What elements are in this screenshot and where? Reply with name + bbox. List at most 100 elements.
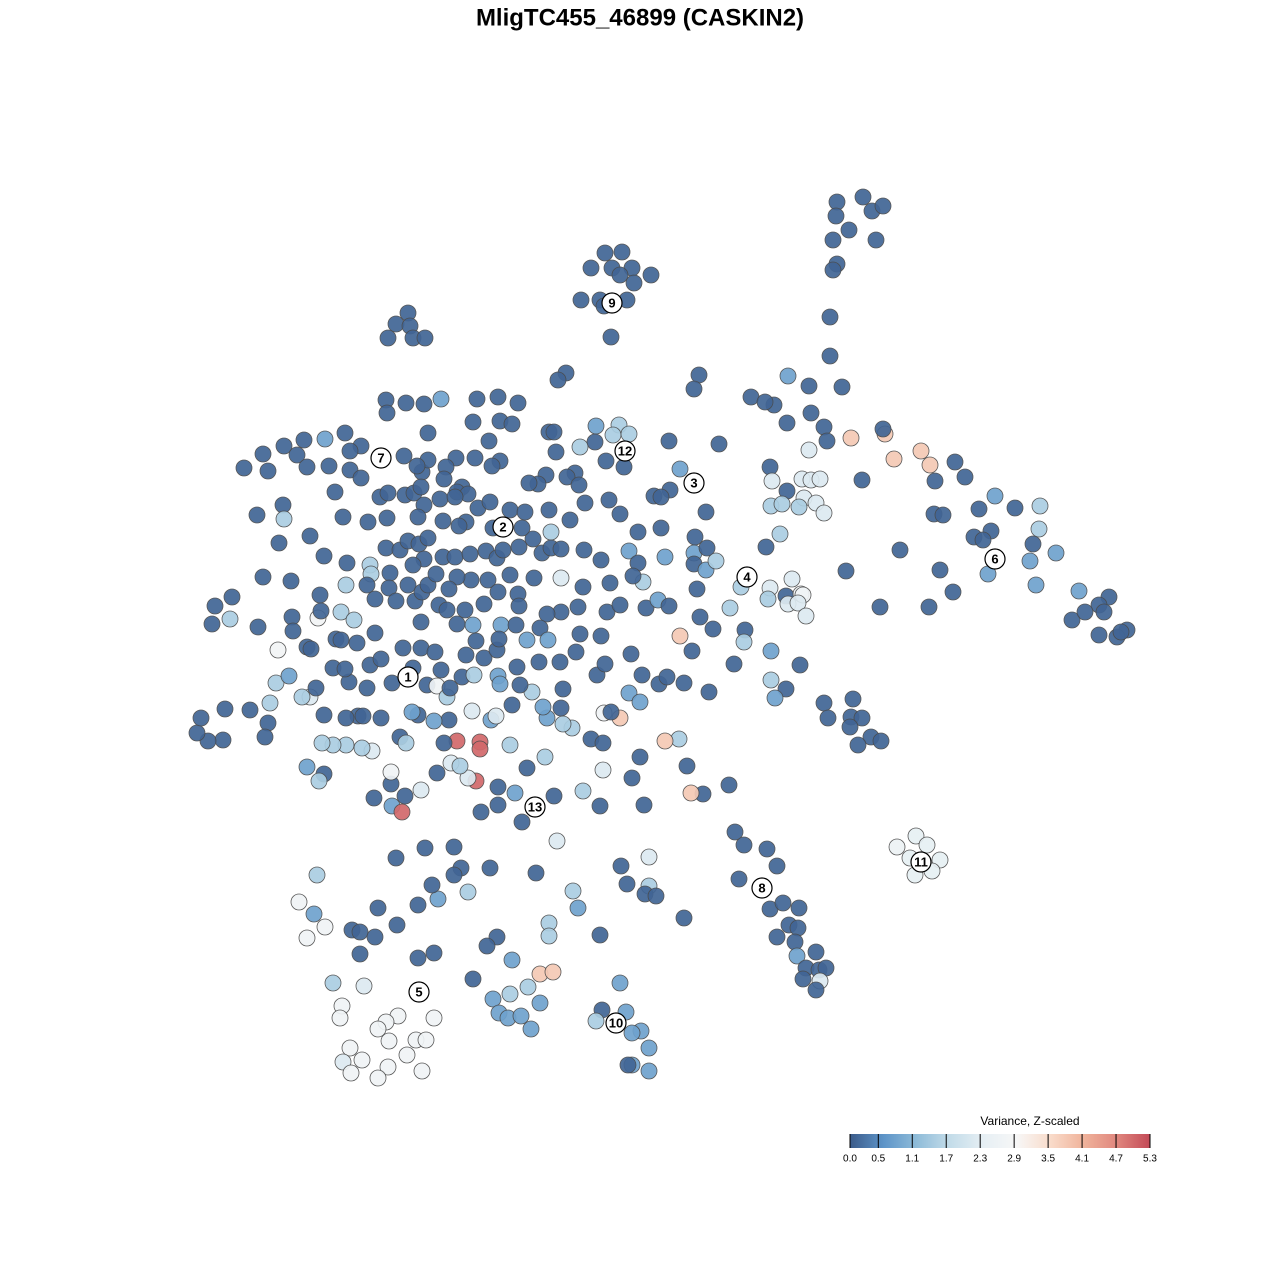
- cluster-label: 11: [914, 854, 928, 869]
- point: [1031, 497, 1049, 515]
- point: [797, 607, 815, 625]
- point: [548, 832, 566, 850]
- point: [840, 221, 858, 239]
- point: [800, 441, 818, 459]
- point: [428, 764, 446, 782]
- point: [459, 769, 477, 787]
- point: [501, 985, 519, 1003]
- point: [465, 666, 483, 684]
- point: [569, 899, 587, 917]
- point: [540, 501, 558, 519]
- point: [446, 548, 464, 566]
- point: [311, 586, 329, 604]
- point: [725, 655, 743, 673]
- point: [492, 616, 510, 634]
- point: [678, 757, 696, 775]
- point: [531, 619, 549, 637]
- point: [380, 579, 398, 597]
- point: [757, 538, 775, 556]
- point: [730, 870, 748, 888]
- point: [587, 1012, 605, 1030]
- point: [519, 978, 537, 996]
- point: [254, 568, 272, 586]
- point: [698, 539, 716, 557]
- cluster-marker: [370, 447, 392, 469]
- point: [631, 748, 649, 766]
- colorbar-tick-label: 5.3: [1143, 1154, 1157, 1165]
- point: [682, 784, 700, 802]
- point: [326, 483, 344, 501]
- point: [853, 709, 871, 727]
- point: [351, 945, 369, 963]
- point: [837, 562, 855, 580]
- point: [426, 643, 444, 661]
- point: [378, 404, 396, 422]
- point: [259, 462, 277, 480]
- colorbar-tick-label: 2.9: [1007, 1154, 1021, 1165]
- point: [542, 523, 560, 541]
- point: [824, 261, 842, 279]
- cluster-marker: [408, 981, 430, 1003]
- point: [944, 583, 962, 601]
- point: [214, 731, 232, 749]
- point: [872, 732, 890, 750]
- point: [611, 974, 629, 992]
- point: [1070, 582, 1088, 600]
- point: [298, 758, 316, 776]
- point: [188, 724, 206, 742]
- point: [596, 244, 614, 262]
- point: [946, 453, 964, 471]
- point: [489, 583, 507, 601]
- colorbar-tick-label: 0.5: [871, 1154, 885, 1165]
- point: [611, 266, 629, 284]
- point: [652, 488, 670, 506]
- cluster-marker: [524, 796, 546, 818]
- point: [625, 274, 643, 292]
- point: [332, 603, 350, 621]
- point: [506, 784, 524, 802]
- point: [398, 1046, 416, 1064]
- point: [576, 494, 594, 512]
- point: [302, 640, 320, 658]
- point: [459, 883, 477, 901]
- point: [811, 470, 829, 488]
- point: [366, 590, 384, 608]
- point: [854, 188, 872, 206]
- point: [425, 1009, 443, 1027]
- cluster-marker: [683, 472, 705, 494]
- point: [254, 445, 272, 463]
- point: [503, 696, 521, 714]
- point: [223, 588, 241, 606]
- point: [416, 839, 434, 857]
- point: [387, 592, 405, 610]
- point: [513, 519, 531, 537]
- point: [336, 660, 354, 678]
- point: [791, 656, 809, 674]
- point: [1063, 611, 1081, 629]
- point: [833, 378, 851, 396]
- point: [631, 693, 649, 711]
- point: [552, 569, 570, 587]
- point: [1047, 544, 1065, 562]
- point: [288, 446, 306, 464]
- point: [478, 937, 496, 955]
- point: [656, 732, 674, 750]
- point: [921, 456, 939, 474]
- point: [790, 899, 808, 917]
- point: [471, 740, 489, 758]
- point: [516, 503, 534, 521]
- point: [377, 539, 395, 557]
- point: [512, 1007, 530, 1025]
- point: [409, 949, 427, 967]
- point: [518, 759, 536, 777]
- point: [259, 714, 277, 732]
- point: [490, 630, 508, 648]
- point: [352, 469, 370, 487]
- point: [468, 390, 486, 408]
- point: [382, 763, 400, 781]
- point: [483, 457, 501, 475]
- point: [613, 243, 631, 261]
- point: [688, 580, 706, 598]
- point: [786, 933, 804, 951]
